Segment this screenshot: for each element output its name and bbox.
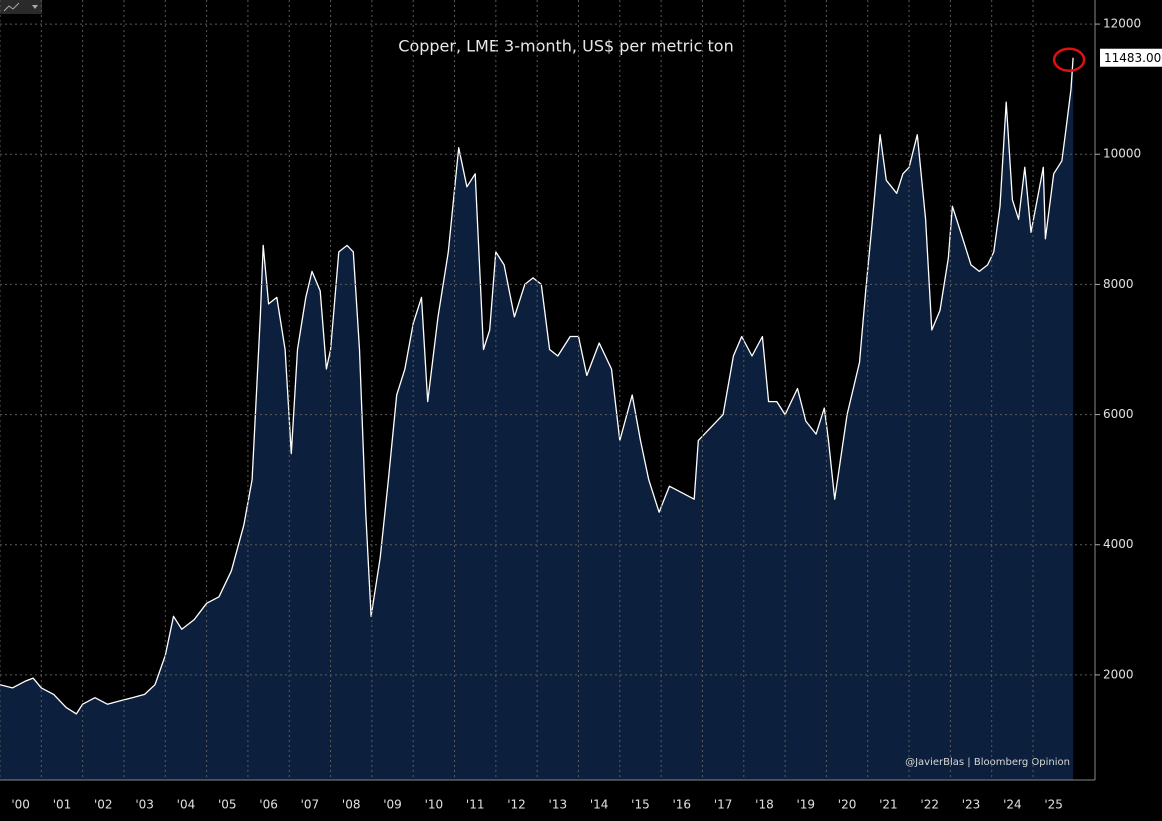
x-tick-label: '13: [549, 798, 568, 812]
x-tick-label: '05: [218, 798, 237, 812]
last-price-box: [1100, 48, 1162, 67]
x-tick-label: '00: [11, 798, 30, 812]
icon-box: [0, 0, 42, 14]
chart-type-icon: [0, 0, 42, 14]
x-tick-label: '09: [383, 798, 402, 812]
price-line: [0, 57, 1074, 715]
x-tick-label: '07: [301, 798, 320, 812]
chart-title: Copper, LME 3-month, US$ per metric ton: [398, 37, 733, 56]
x-tick-label: '06: [259, 798, 278, 812]
icon-arrow: [32, 5, 38, 9]
x-tick-label: '17: [714, 798, 733, 812]
x-tick-label: '14: [590, 798, 609, 812]
y-tick-label: 4000: [1103, 537, 1134, 551]
x-tick-label: '15: [631, 798, 650, 812]
x-tick-label: '10: [425, 798, 444, 812]
x-tick-label: '03: [135, 798, 154, 812]
x-tick-label: '16: [673, 798, 692, 812]
x-tick-label: '20: [838, 798, 857, 812]
y-tick-label: 2000: [1103, 667, 1134, 681]
x-tick-label: '21: [879, 798, 898, 812]
y-tick-label: 10000: [1103, 147, 1141, 161]
area-fill: [0, 57, 1074, 780]
x-tick-label: '24: [1003, 798, 1022, 812]
y-tick-label: 12000: [1103, 17, 1141, 31]
x-tick-label: '08: [342, 798, 361, 812]
y-tick-label: 6000: [1103, 407, 1134, 421]
icon-line: [3, 2, 20, 12]
x-tick-label: '12: [507, 798, 526, 812]
x-tick-label: '18: [755, 798, 774, 812]
highlight-circle: [1052, 47, 1086, 72]
x-tick-label: '22: [920, 798, 939, 812]
y-tick-label: 8000: [1103, 277, 1134, 291]
x-tick-label: '02: [94, 798, 113, 812]
source-credit: @JavierBlas | Bloomberg Opinion: [905, 757, 1070, 768]
plot: [0, 57, 1074, 780]
x-tick-label: '01: [53, 798, 72, 812]
x-tick-label: '19: [796, 798, 815, 812]
x-tick-label: '25: [1044, 798, 1063, 812]
x-tick-label: '04: [177, 798, 196, 812]
last-price-label: 11483.00: [1104, 51, 1161, 65]
x-tick-label: '11: [466, 798, 485, 812]
x-tick-label: '23: [962, 798, 981, 812]
